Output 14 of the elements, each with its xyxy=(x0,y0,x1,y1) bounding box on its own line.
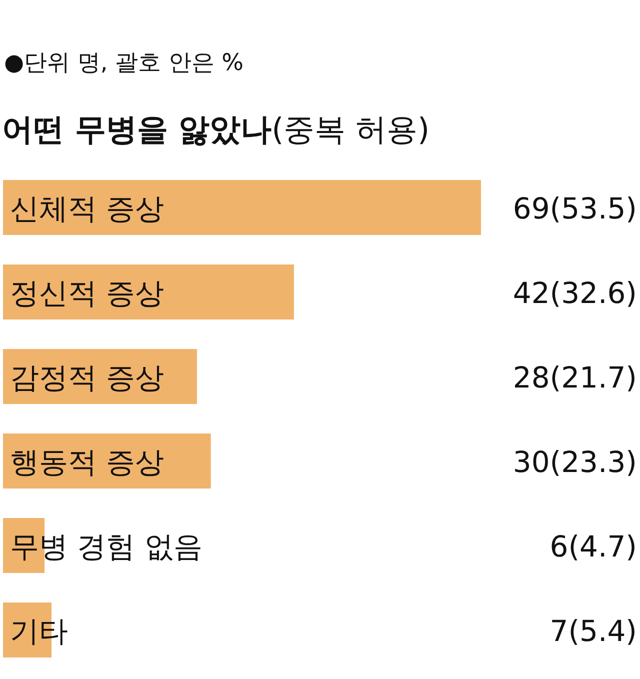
y-tick-label: 정신적 증상 xyxy=(10,276,164,310)
chart-title: 어떤 무병을 앓았나(중복 허용) xyxy=(2,112,430,148)
bar xyxy=(3,264,294,320)
data-label: 28(21.7) xyxy=(512,360,637,394)
data-label: 30(23.3) xyxy=(512,445,637,479)
y-tick-label: 신체적 증상 xyxy=(10,192,164,226)
data-label: 6(4.7) xyxy=(550,530,637,564)
data-label: 42(32.6) xyxy=(512,276,637,310)
chart-subtitle: ●단위 명, 괄호 안은 % xyxy=(4,50,244,76)
data-label: 69(53.5) xyxy=(512,192,637,226)
y-tick-label: 행동적 증상 xyxy=(10,445,164,479)
y-tick-label: 감정적 증상 xyxy=(10,360,164,394)
data-label: 7(5.4) xyxy=(550,614,637,648)
bar xyxy=(3,180,481,235)
